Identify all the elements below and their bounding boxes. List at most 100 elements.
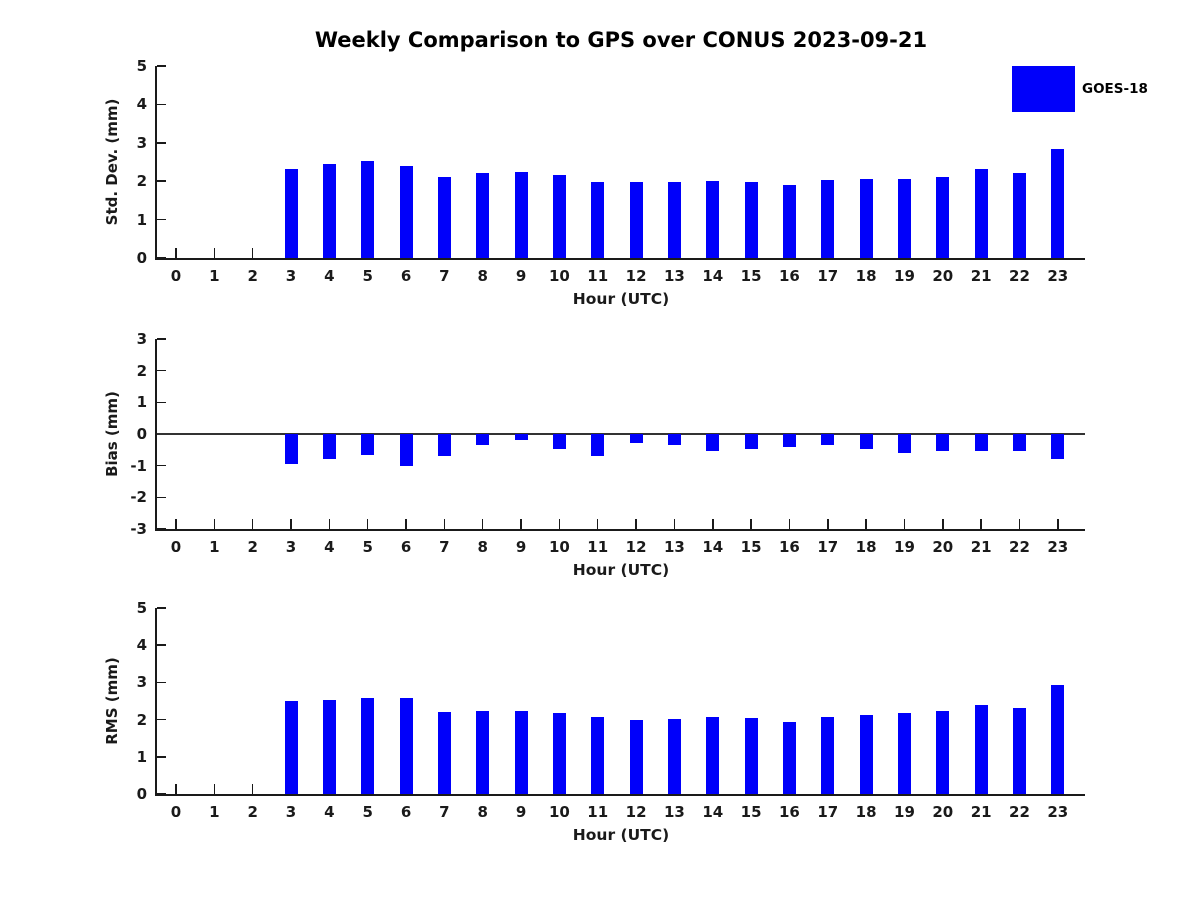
- bar-hour-14: [706, 181, 720, 258]
- x-tick-label-20: 20: [932, 803, 954, 821]
- x-tick: [942, 519, 944, 529]
- x-tick-label-23: 23: [1047, 267, 1069, 285]
- x-axis-label: Hour (UTC): [572, 561, 670, 579]
- y-tick-label-1: 1: [136, 393, 147, 412]
- bar-hour-12: [629, 182, 643, 258]
- x-tick-label-2: 2: [247, 803, 258, 821]
- bar-hour-8: [476, 173, 490, 258]
- x-tick: [1018, 519, 1021, 529]
- legend-swatch-goes-18: [1012, 66, 1075, 112]
- x-tick: [213, 248, 216, 258]
- y-tick-label-3: 3: [136, 673, 147, 692]
- x-tick-label-1: 1: [209, 267, 220, 285]
- y-tick-label-0: 0: [136, 249, 147, 267]
- bar-hour-9: [514, 710, 528, 794]
- x-tick-label-8: 8: [477, 538, 488, 556]
- x-tick-label-2: 2: [247, 267, 258, 285]
- x-tick: [865, 519, 867, 529]
- y-tick: [157, 681, 166, 684]
- bar-hour-18: [859, 434, 873, 450]
- bar-hour-8: [476, 710, 490, 794]
- y-tick: [157, 607, 166, 609]
- legend: GOES-18: [1012, 66, 1148, 112]
- bar-hour-11: [591, 716, 605, 794]
- x-tick: [712, 519, 714, 529]
- bar-hour-22: [1012, 173, 1026, 258]
- y-tick-label-2: 2: [136, 361, 147, 380]
- y-tick: [157, 401, 166, 404]
- y-tick-label-0: 0: [136, 425, 147, 443]
- bar-hour-10: [552, 434, 566, 450]
- x-tick-label-16: 16: [779, 803, 800, 821]
- bar-hour-4: [322, 699, 336, 794]
- x-tick: [903, 519, 906, 529]
- x-tick-label-15: 15: [740, 803, 762, 821]
- x-tick: [596, 519, 599, 529]
- bar-hour-12: [629, 434, 643, 443]
- y-tick-label-0: 0: [136, 785, 147, 803]
- bar-hour-20: [936, 434, 950, 451]
- x-tick-label-13: 13: [663, 803, 685, 821]
- x-tick: [213, 784, 216, 794]
- x-tick-label-10: 10: [548, 267, 570, 285]
- bar-hour-14: [706, 716, 720, 794]
- x-tick: [290, 519, 292, 529]
- x-axis: [155, 794, 1085, 796]
- y-tick: [157, 644, 166, 646]
- x-tick: [213, 519, 216, 529]
- x-tick-label-11: 11: [587, 267, 609, 285]
- bar-hour-13: [667, 434, 681, 446]
- y-tick-label--1: -1: [130, 456, 147, 475]
- y-tick: [157, 464, 166, 467]
- bar-hour-15: [744, 182, 758, 258]
- bar-hour-22: [1012, 434, 1026, 452]
- y-tick: [157, 142, 166, 144]
- x-tick-label-16: 16: [779, 267, 800, 285]
- bar-hour-6: [399, 698, 413, 794]
- y-tick: [157, 756, 166, 758]
- y-tick-label-4: 4: [136, 636, 147, 655]
- x-tick: [1057, 519, 1059, 529]
- bar-hour-10: [552, 712, 566, 794]
- bar-hour-18: [859, 178, 873, 258]
- y-tick-label-5: 5: [136, 599, 147, 617]
- bar-hour-13: [667, 182, 681, 258]
- x-tick: [175, 248, 177, 258]
- x-tick-label-5: 5: [362, 803, 373, 821]
- y-tick: [157, 496, 166, 499]
- x-tick-label-6: 6: [400, 538, 412, 556]
- y-tick: [157, 218, 166, 221]
- x-tick-label-9: 9: [515, 538, 527, 556]
- y-axis: [155, 66, 157, 260]
- x-tick-label-12: 12: [625, 538, 647, 556]
- bar-hour-23: [1051, 684, 1065, 794]
- x-tick-label-3: 3: [285, 267, 297, 285]
- bar-hour-7: [437, 177, 451, 258]
- x-tick-label-13: 13: [663, 538, 685, 556]
- x-tick-label-19: 19: [894, 803, 915, 821]
- x-tick-label-19: 19: [894, 538, 915, 556]
- bar-hour-17: [821, 716, 835, 794]
- x-axis: [155, 258, 1085, 260]
- bar-hour-3: [284, 434, 298, 465]
- x-tick-label-3: 3: [285, 803, 297, 821]
- y-tick-label--3: -3: [130, 520, 147, 538]
- x-tick-label-1: 1: [209, 538, 220, 556]
- bar-hour-6: [399, 434, 413, 466]
- x-tick-label-17: 17: [817, 803, 839, 821]
- x-tick: [251, 519, 254, 529]
- x-tick-label-22: 22: [1009, 803, 1030, 821]
- bar-hour-21: [974, 434, 988, 452]
- bar-hour-9: [514, 171, 528, 258]
- x-axis-label: Hour (UTC): [572, 826, 670, 844]
- bar-hour-20: [936, 176, 950, 258]
- bar-hour-14: [706, 434, 720, 452]
- bar-hour-17: [821, 180, 835, 258]
- bar-hour-4: [322, 163, 336, 258]
- y-tick-label-4: 4: [136, 95, 147, 114]
- y-tick-label-2: 2: [136, 710, 147, 729]
- x-tick: [558, 519, 561, 529]
- y-axis-label: Std. Dev. (mm): [103, 98, 121, 226]
- y-tick: [157, 718, 166, 721]
- bar-hour-15: [744, 434, 758, 449]
